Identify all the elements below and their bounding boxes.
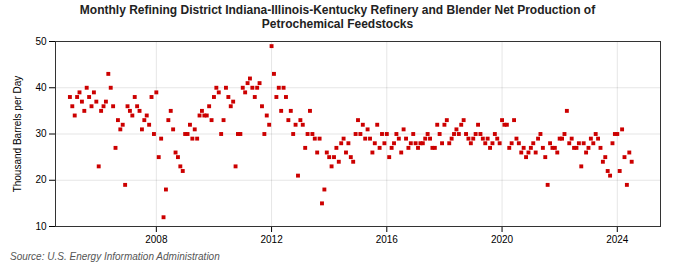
svg-text:30: 30 <box>35 128 47 139</box>
svg-text:50: 50 <box>35 36 47 47</box>
svg-text:2016: 2016 <box>376 234 399 245</box>
svg-text:2008: 2008 <box>145 234 168 245</box>
svg-text:Thousand Barrels per Day: Thousand Barrels per Day <box>12 76 23 193</box>
svg-text:40: 40 <box>35 82 47 93</box>
html-text:Source: U.S. Energy Informatio: Source: U.S. Energy Information Administ… <box>10 251 220 262</box>
svg-text:2024: 2024 <box>606 234 629 245</box>
svg-text:2012: 2012 <box>260 234 283 245</box>
html-text:Monthly Refining District Indi: Monthly Refining District Indiana-Illino… <box>79 3 596 31</box>
svg-text:10: 10 <box>35 221 47 232</box>
svg-text:2020: 2020 <box>491 234 514 245</box>
svg-text:20: 20 <box>35 174 47 185</box>
